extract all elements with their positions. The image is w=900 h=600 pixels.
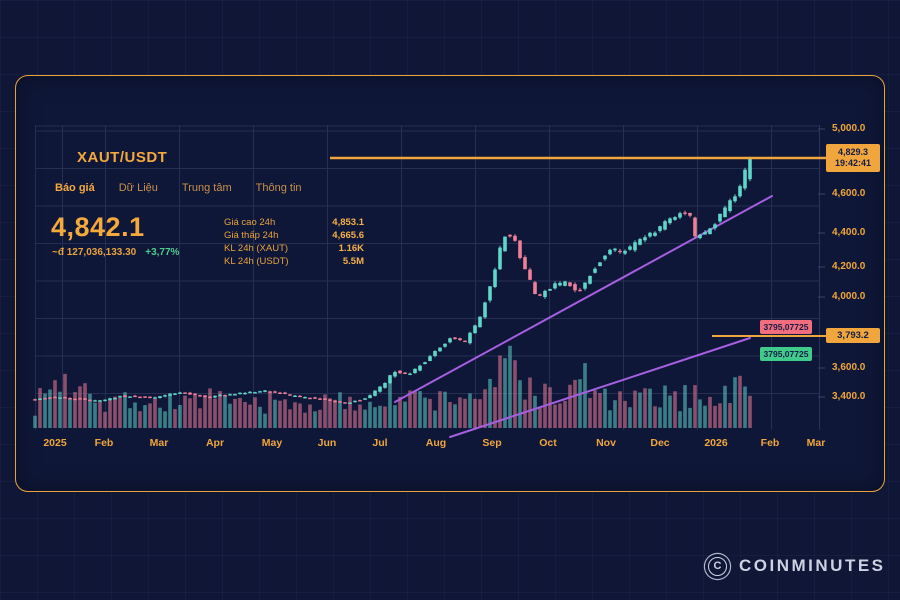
price-vnd: ~đ 127,036,133.30 [52, 247, 137, 258]
x-axis-tick: Dec [650, 437, 670, 449]
x-axis-tick: Aug [425, 437, 447, 449]
tab-thong-tin[interactable]: Thông tin [255, 182, 302, 194]
last-price-badge: 4,829.3 19:42:41 [826, 144, 880, 172]
x-axis-tick: Feb [760, 437, 780, 449]
coinminutes-logo-text: COINMINUTES [739, 556, 886, 575]
x-axis-tick: Mar [806, 437, 826, 449]
tab-trung-tam[interactable]: Trung tâm [181, 182, 232, 194]
y-axis-tick: 4,400.0 [832, 227, 866, 238]
x-axis-tick: 2025 [43, 437, 67, 449]
tab-bao-gia[interactable]: Báo giá [55, 182, 95, 194]
current-price: 4,842.1 [51, 212, 145, 242]
x-axis-tick: 2026 [704, 437, 728, 449]
y-axis-tick: 4,200.0 [832, 261, 866, 272]
x-axis-tick: May [261, 437, 283, 449]
x-axis-tick: Jul [372, 437, 388, 449]
pair-title: XAUT/USDT [77, 149, 168, 166]
tab-du-lieu[interactable]: Dữ Liệu [118, 182, 158, 194]
x-axis-tick: Apr [205, 437, 225, 449]
stat-high-24h: Giá cao 24h 4,853.1 [224, 217, 364, 228]
price-sub-row: ~đ 127,036,133.30 +3,77% [52, 247, 179, 258]
x-axis-tick: Mar [149, 437, 169, 449]
x-axis-tick: Sep [482, 437, 502, 449]
level-price-badge: 3,793.2 [826, 328, 880, 343]
stat-low-24h: Giá thấp 24h 4,665.6 [224, 230, 364, 241]
level-lower-badge: 3795,07725 [760, 347, 812, 361]
volume-bars [33, 345, 752, 428]
y-axis-tick: 4,600.0 [832, 188, 866, 199]
y-axis-tick: 3,400.0 [832, 391, 866, 402]
x-axis-tick: Nov [596, 437, 616, 449]
brand-footer: C COINMINUTES [704, 556, 886, 576]
stats-block: Giá cao 24h 4,853.1 Giá thấp 24h 4,665.6… [224, 216, 364, 268]
candles [33, 157, 752, 404]
stat-volume-usdt: KL 24h (USDT) 5.5M [224, 256, 364, 267]
coinminutes-logo-icon: C [708, 556, 727, 576]
stat-volume-xaut: KL 24h (XAUT) 1.16K [224, 243, 364, 254]
tab-bar: Báo giá Dữ Liệu Trung tâm Thông tin [55, 182, 302, 194]
level-upper-badge: 3795,07725 [760, 320, 812, 334]
y-axis-tick: 4,000.0 [832, 291, 866, 302]
y-axis-tick: 3,600.0 [832, 362, 866, 373]
x-axis-tick: Oct [539, 437, 557, 449]
x-axis-tick: Feb [94, 437, 114, 449]
x-axis-tick: Jun [317, 437, 337, 449]
y-axis-tick: 5,000.0 [832, 123, 866, 134]
change-percent: +3,77% [145, 247, 180, 258]
chart-plot-grid [35, 125, 820, 430]
